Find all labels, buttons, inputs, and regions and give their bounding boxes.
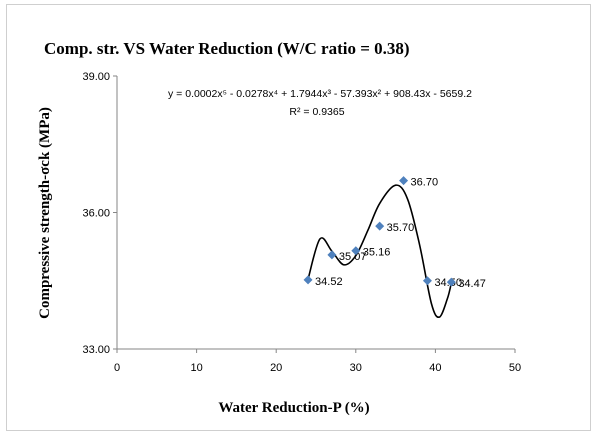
data-point: [375, 221, 385, 231]
y-tick-label: 36.00: [82, 208, 110, 220]
data-point: [446, 277, 456, 287]
data-label: 35.07: [339, 251, 367, 263]
x-tick-label: 10: [190, 362, 202, 374]
data-point: [422, 276, 432, 286]
data-label: 35.16: [363, 247, 391, 259]
data-label: 36.70: [411, 177, 439, 189]
data-point: [327, 250, 337, 260]
x-tick-label: 30: [350, 362, 362, 374]
x-axis-title: Water Reduction-P (%): [218, 400, 369, 416]
x-tick-label: 40: [429, 362, 441, 374]
data-point: [399, 176, 409, 186]
y-tick-label: 33.00: [82, 344, 110, 356]
x-tick-label: 20: [270, 362, 282, 374]
data-label: 34.47: [458, 278, 486, 290]
data-label: 35.70: [387, 222, 415, 234]
y-tick-label: 39.00: [82, 71, 110, 83]
plot-area: 33.00 36.00 39.00 0 10 20 30 40 50 34.52 35.0735.1…: [82, 71, 521, 374]
data-point: [303, 275, 313, 285]
y-axis-title: Compressive strength-σck (MPa): [37, 107, 53, 319]
x-tick-label: 0: [114, 362, 120, 374]
chart-title: Comp. str. VS Water Reduction (W/C ratio…: [44, 39, 410, 58]
trendline-equation: y = 0.0002x⁵ - 0.0278x⁴ + 1.7944x³ - 57.…: [168, 88, 472, 100]
data-label: 34.52: [315, 276, 343, 288]
x-tick-label: 50: [509, 362, 521, 374]
chart-frame: [6, 4, 591, 431]
trendline-r-squared: R² = 0.9365: [289, 106, 344, 118]
data-point: [351, 246, 361, 256]
